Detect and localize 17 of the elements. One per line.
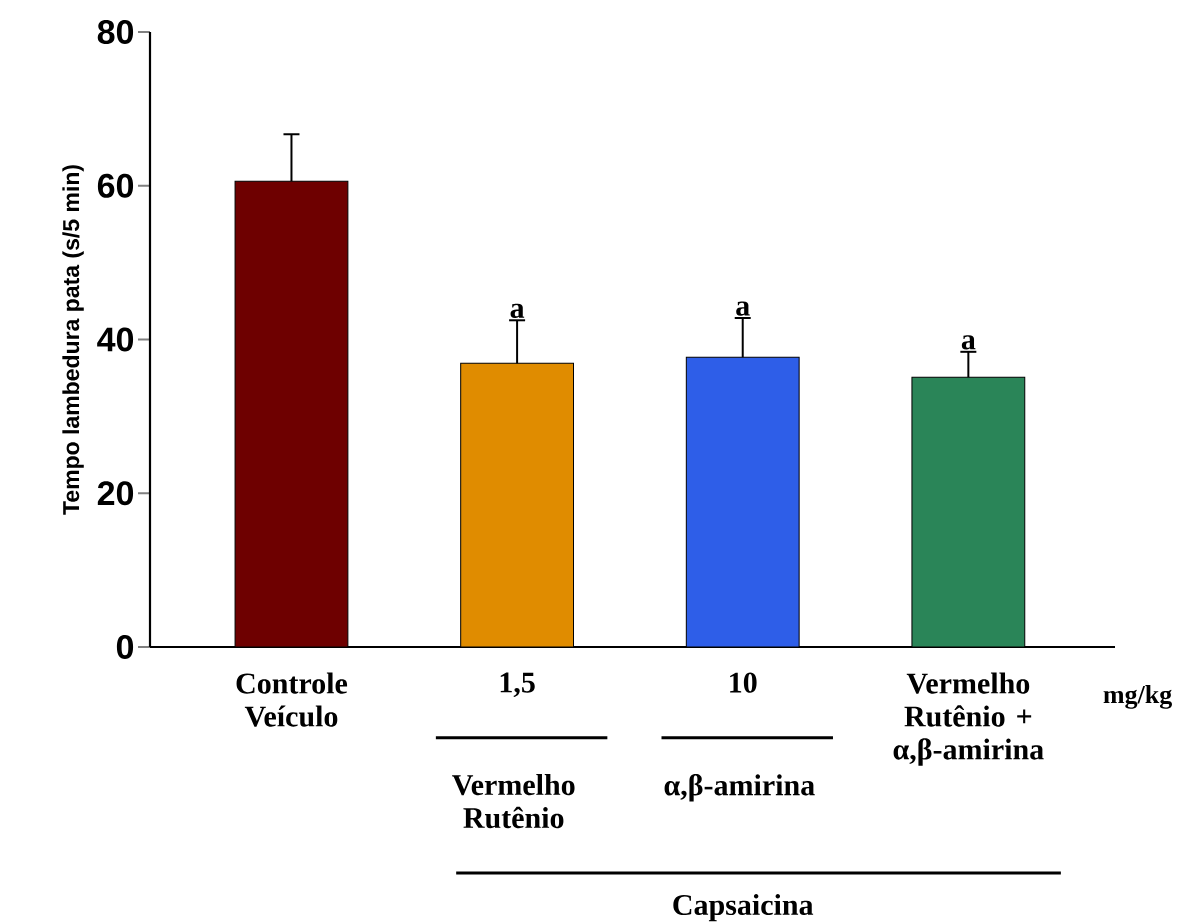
y-tick-label: 0 xyxy=(116,634,134,660)
x-tick-label: 10 xyxy=(730,672,757,693)
text: Capsaicina xyxy=(673,894,814,922)
text: Vermelho Rutênio xyxy=(452,774,575,829)
text: mg/kg xyxy=(1103,685,1172,709)
y-tick-label: 40 xyxy=(97,327,134,352)
annotation: a xyxy=(961,335,976,350)
y-tick-label: 80 xyxy=(97,19,134,45)
y-tick-label: 60 xyxy=(97,173,134,198)
text: α,β-amirina xyxy=(664,774,815,802)
x-tick-label: Controle Veículo xyxy=(236,672,348,727)
x-tick-label: Vermelho Rutênio + α,β-amirina xyxy=(893,672,1044,766)
y-tick-label: 20 xyxy=(97,481,134,506)
x-tick-label: 1,5 xyxy=(500,672,535,697)
y-axis-title: Tempo lambedura pata (s/5 min) xyxy=(62,165,84,515)
annotation: a xyxy=(510,303,525,319)
annotation: a xyxy=(736,301,750,316)
